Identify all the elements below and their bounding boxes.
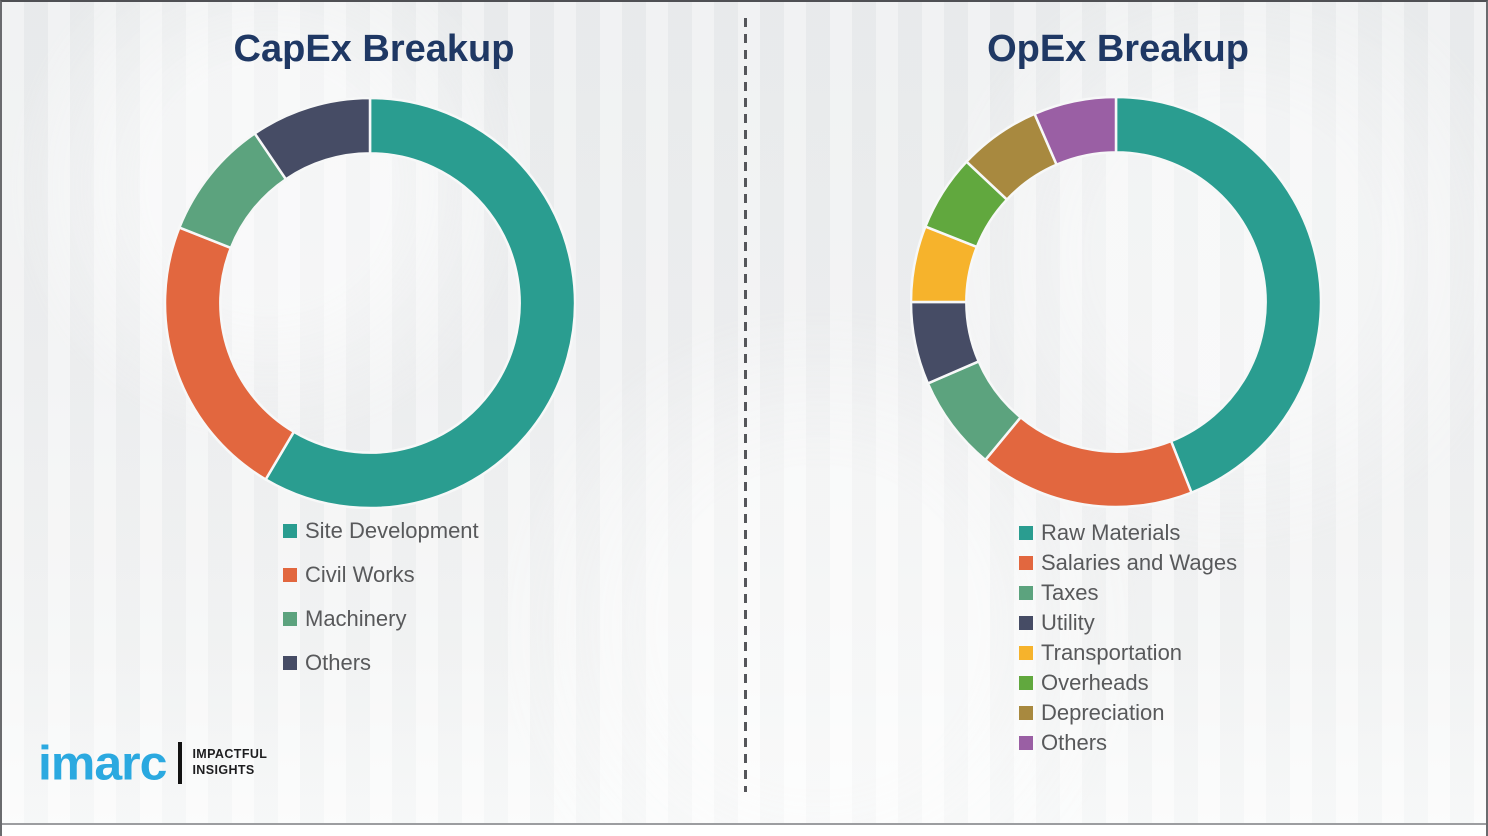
legend-swatch-transportation <box>1019 646 1033 660</box>
imarc-logo-text: imarc <box>38 736 167 790</box>
legend-swatch-taxes <box>1019 586 1033 600</box>
legend-item-overheads: Overheads <box>1019 668 1237 698</box>
donut-segment-others <box>253 97 372 181</box>
donut-segment-site-development <box>263 97 576 509</box>
vertical-dashed-divider <box>744 18 747 792</box>
legend-swatch-others <box>283 656 297 670</box>
legend-item-others: Others <box>1019 728 1237 758</box>
legend-item-civil-works: Civil Works <box>283 553 479 597</box>
legend-swatch-others <box>1019 736 1033 750</box>
capex-chart-title: CapEx Breakup <box>233 28 515 70</box>
legend-label: Raw Materials <box>1041 520 1181 545</box>
legend-label: Machinery <box>305 606 407 631</box>
legend-label: Salaries and Wages <box>1041 550 1238 575</box>
slide-bottom-margin <box>2 823 1486 836</box>
legend-swatch-depreciation <box>1019 706 1033 720</box>
legend-item-depreciation: Depreciation <box>1019 698 1237 728</box>
legend-swatch-site-development <box>283 524 297 538</box>
logo-divider-bar <box>178 742 183 784</box>
opex-legend: Raw Materials Salaries and Wages Taxes Util… <box>1019 518 1237 758</box>
tagline-line-2: INSIGHTS <box>192 763 255 777</box>
legend-label: Site Development <box>305 518 479 543</box>
legend-label: Transportation <box>1041 640 1183 665</box>
legend-item-raw-materials: Raw Materials <box>1019 518 1237 548</box>
donut-segment-others <box>1032 96 1118 167</box>
opex-chart-title: OpEx Breakup <box>987 28 1249 70</box>
donut-segment-salaries-and-wages <box>983 415 1194 508</box>
legend-label: Taxes <box>1041 580 1099 605</box>
donut-segment-raw-materials <box>1114 96 1322 495</box>
legend-swatch-machinery <box>283 612 297 626</box>
legend-swatch-salaries-and-wages <box>1019 556 1033 570</box>
legend-label: Utility <box>1041 610 1095 635</box>
opex-donut-chart <box>910 96 1322 508</box>
donut-segment-civil-works <box>164 225 296 482</box>
imarc-logo: imarc IMPACTFUL INSIGHTS <box>38 738 267 788</box>
legend-label: Overheads <box>1041 670 1149 695</box>
legend-item-transportation: Transportation <box>1019 638 1237 668</box>
legend-swatch-overheads <box>1019 676 1033 690</box>
capex-donut-chart <box>164 97 576 509</box>
legend-item-salaries-and-wages: Salaries and Wages <box>1019 548 1237 578</box>
tagline-line-1: IMPACTFUL <box>192 747 268 762</box>
legend-swatch-raw-materials <box>1019 526 1033 540</box>
legend-swatch-utility <box>1019 616 1033 630</box>
legend-label: Depreciation <box>1041 700 1165 725</box>
legend-label: Others <box>305 650 372 675</box>
capex-legend: Site Development Civil Works Machinery Othe… <box>283 509 479 685</box>
legend-label: Others <box>1041 730 1108 755</box>
legend-item-machinery: Machinery <box>283 597 479 641</box>
legend-item-others: Others <box>283 641 479 685</box>
legend-label: Civil Works <box>305 562 415 587</box>
legend-item-site-development: Site Development <box>283 509 479 553</box>
legend-item-taxes: Taxes <box>1019 578 1237 608</box>
imarc-tagline: IMPACTFUL INSIGHTS <box>192 747 267 778</box>
legend-swatch-civil-works <box>283 568 297 582</box>
legend-item-utility: Utility <box>1019 608 1237 638</box>
